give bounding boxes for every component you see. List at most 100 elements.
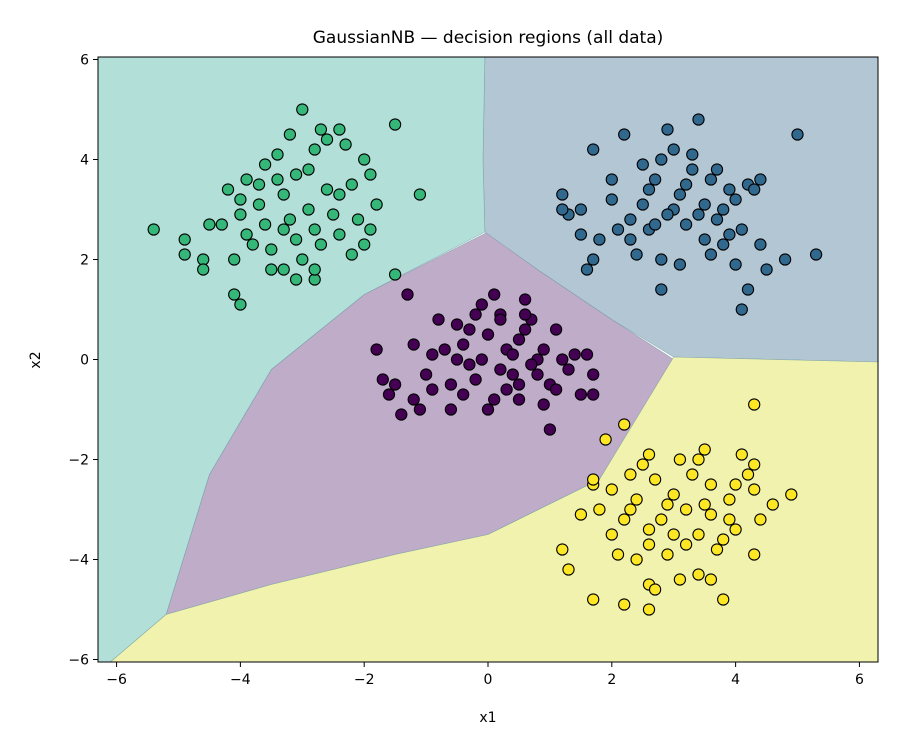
point-class0 xyxy=(556,353,569,366)
point-class1 xyxy=(723,183,736,196)
point-class2 xyxy=(333,228,346,241)
point-class0 xyxy=(469,308,482,321)
point-class0 xyxy=(413,403,427,416)
point-class2 xyxy=(314,238,328,251)
point-class0 xyxy=(574,388,588,401)
point-class1 xyxy=(686,163,699,176)
point-class3 xyxy=(766,498,779,511)
point-class2 xyxy=(345,178,358,191)
point-class3 xyxy=(605,528,618,541)
point-class3 xyxy=(562,563,575,576)
point-class0 xyxy=(488,393,501,406)
point-class1 xyxy=(692,113,705,126)
point-class0 xyxy=(549,323,563,336)
point-class0 xyxy=(587,388,600,401)
region-class3 xyxy=(109,356,878,662)
point-class2 xyxy=(197,263,210,276)
point-class3 xyxy=(667,488,680,501)
y-tick-label: −6 xyxy=(68,653,89,669)
point-class3 xyxy=(692,453,705,466)
point-class3 xyxy=(642,523,656,536)
point-class1 xyxy=(593,233,606,246)
point-class1 xyxy=(679,218,693,231)
point-class3 xyxy=(624,468,637,481)
x-tick-label: −2 xyxy=(354,672,375,688)
point-class3 xyxy=(710,543,724,556)
point-class2 xyxy=(240,173,253,186)
point-class2 xyxy=(302,203,315,216)
point-class3 xyxy=(630,553,643,566)
point-class0 xyxy=(388,378,402,391)
point-class3 xyxy=(624,503,637,516)
point-class3 xyxy=(754,513,767,526)
point-class3 xyxy=(611,548,625,561)
point-class0 xyxy=(531,368,544,381)
point-class0 xyxy=(543,423,557,436)
point-class1 xyxy=(574,203,588,216)
point-class1 xyxy=(624,233,637,246)
point-class3 xyxy=(723,493,736,506)
point-class2 xyxy=(246,238,259,251)
point-class3 xyxy=(679,503,693,516)
point-class3 xyxy=(618,418,631,431)
point-class3 xyxy=(648,473,662,486)
point-class0 xyxy=(506,348,519,361)
point-class1 xyxy=(655,253,668,266)
point-class0 xyxy=(512,393,526,406)
point-class1 xyxy=(809,248,823,261)
point-class3 xyxy=(748,548,761,561)
point-class2 xyxy=(215,218,228,231)
point-class2 xyxy=(147,223,160,236)
point-class2 xyxy=(277,263,290,276)
point-class2 xyxy=(308,223,321,236)
point-class3 xyxy=(748,398,761,411)
point-class2 xyxy=(289,233,303,246)
point-class3 xyxy=(655,513,668,526)
point-class0 xyxy=(494,363,507,376)
point-class1 xyxy=(618,128,631,141)
point-class0 xyxy=(475,353,488,366)
point-class3 xyxy=(593,503,606,516)
point-class2 xyxy=(234,298,247,311)
point-class3 xyxy=(735,448,748,461)
point-class2 xyxy=(234,193,247,206)
point-class2 xyxy=(203,218,216,231)
point-class3 xyxy=(642,603,656,616)
point-class2 xyxy=(364,168,377,181)
y-tick-label: −4 xyxy=(68,553,89,569)
point-class2 xyxy=(265,263,278,276)
y-tick-label: 4 xyxy=(80,153,89,169)
point-class3 xyxy=(587,593,600,606)
point-class1 xyxy=(661,208,674,221)
point-class3 xyxy=(636,458,649,471)
point-class3 xyxy=(679,538,693,551)
point-class0 xyxy=(562,363,575,376)
point-class0 xyxy=(457,338,470,351)
point-class0 xyxy=(444,378,458,391)
point-class2 xyxy=(258,158,272,171)
point-class3 xyxy=(785,488,798,501)
point-class1 xyxy=(574,228,588,241)
point-class1 xyxy=(704,173,718,186)
point-class3 xyxy=(692,528,705,541)
x-tick-label: 0 xyxy=(484,672,493,688)
point-class0 xyxy=(407,393,420,406)
point-class2 xyxy=(345,248,358,261)
point-class0 xyxy=(537,398,550,411)
point-class3 xyxy=(741,468,755,481)
point-class3 xyxy=(648,583,662,596)
point-class2 xyxy=(289,168,303,181)
x-tick-label: 4 xyxy=(731,672,740,688)
point-class0 xyxy=(481,403,495,416)
point-class1 xyxy=(642,183,656,196)
point-class0 xyxy=(407,338,420,351)
point-class2 xyxy=(277,188,290,201)
point-class0 xyxy=(444,403,458,416)
point-class1 xyxy=(698,233,711,246)
point-class2 xyxy=(327,208,340,221)
axis-ticks: −6 −4 −2 0 2 4 6 −6 −4 −2 0 2 4 6 xyxy=(68,53,864,689)
point-class2 xyxy=(252,198,266,211)
point-class1 xyxy=(679,178,693,191)
point-class1 xyxy=(630,248,643,261)
x-axis-label: x1 xyxy=(479,710,496,726)
